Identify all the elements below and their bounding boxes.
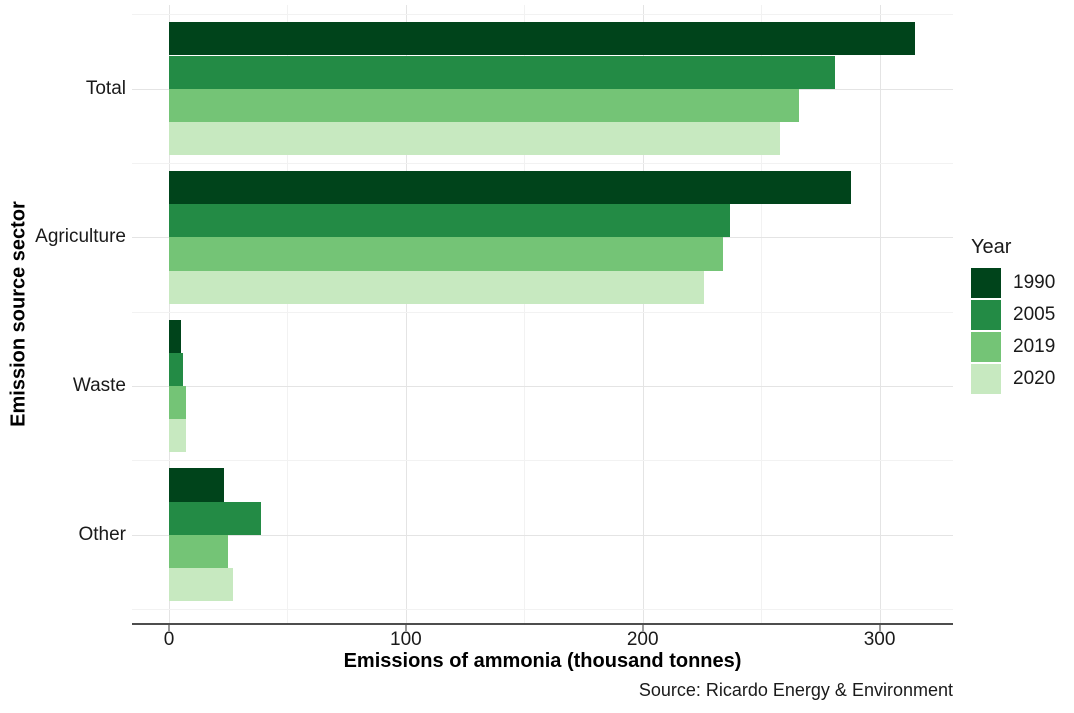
gridline-horizontal-minor xyxy=(132,609,953,611)
bar-other-2020 xyxy=(169,568,233,602)
legend-swatch xyxy=(971,268,1001,298)
gridline-horizontal-minor xyxy=(132,311,953,313)
gridline-vertical-minor xyxy=(287,5,289,623)
x-tick-label: 300 xyxy=(863,629,896,650)
bar-total-2005 xyxy=(169,55,835,89)
x-axis-line xyxy=(132,623,953,625)
x-tick-mark xyxy=(641,625,644,631)
legend-item-2019: 2019 xyxy=(971,332,1055,362)
bar-other-2019 xyxy=(169,534,229,568)
gridline-vertical-major xyxy=(879,5,881,623)
bar-total-2019 xyxy=(169,88,799,122)
gridline-horizontal-minor xyxy=(132,163,953,165)
gridline-vertical-minor xyxy=(761,5,763,623)
bar-waste-2019 xyxy=(169,386,186,420)
x-axis-title: Emissions of ammonia (thousand tonnes) xyxy=(343,650,742,672)
gridline-horizontal-minor xyxy=(132,14,953,16)
gridline-vertical-major xyxy=(405,5,407,623)
bar-waste-2005 xyxy=(169,352,184,387)
gridline-horizontal-major xyxy=(132,386,953,388)
bar-agriculture-2005 xyxy=(169,204,731,238)
bar-agriculture-2019 xyxy=(169,237,724,271)
gridline-vertical-minor xyxy=(524,5,526,623)
x-tick-label: 200 xyxy=(626,629,659,650)
legend-item-2020: 2020 xyxy=(971,364,1055,394)
legend-items: 1990 2005 2019 2020 xyxy=(971,268,1055,394)
bar-waste-1990 xyxy=(169,319,181,353)
x-tick-label: 100 xyxy=(390,629,422,650)
legend-label: 2020 xyxy=(1013,368,1056,389)
gridline-vertical-major xyxy=(169,5,170,623)
legend-label: 2019 xyxy=(1013,336,1056,357)
x-tick-label: 0 xyxy=(163,629,175,650)
legend-swatch xyxy=(971,332,1001,362)
category-label-waste: Waste xyxy=(72,375,126,397)
gridline-vertical-major xyxy=(642,5,644,623)
bar-other-2005 xyxy=(169,501,262,535)
bar-waste-2020 xyxy=(169,419,186,453)
legend-swatch xyxy=(971,364,1001,394)
y-axis-title: Emission source sector xyxy=(7,201,30,427)
legend-item-1990: 1990 xyxy=(971,268,1055,298)
legend: Year 1990 2005 2019 2020 xyxy=(971,236,1055,396)
source-note: Source: Ricardo Energy & Environment xyxy=(638,680,953,700)
gridline-horizontal-minor xyxy=(132,460,953,462)
legend-item-2005: 2005 xyxy=(971,300,1055,330)
gridline-horizontal-major xyxy=(132,534,953,536)
x-tick-mark xyxy=(878,625,881,631)
bar-total-1990 xyxy=(169,22,916,56)
x-tick-mark xyxy=(168,625,170,631)
legend-title: Year xyxy=(971,236,1012,258)
category-label-total: Total xyxy=(85,77,126,99)
bar-agriculture-1990 xyxy=(169,171,852,205)
category-label-agriculture: Agriculture xyxy=(35,226,126,248)
legend-label: 1990 xyxy=(1013,272,1056,293)
bar-total-2020 xyxy=(169,121,781,156)
bar-agriculture-2020 xyxy=(169,270,705,304)
category-label-other: Other xyxy=(78,523,126,545)
legend-label: 2005 xyxy=(1013,304,1056,325)
bar-other-1990 xyxy=(169,468,224,502)
legend-swatch xyxy=(971,300,1001,330)
x-tick-mark xyxy=(404,625,407,631)
